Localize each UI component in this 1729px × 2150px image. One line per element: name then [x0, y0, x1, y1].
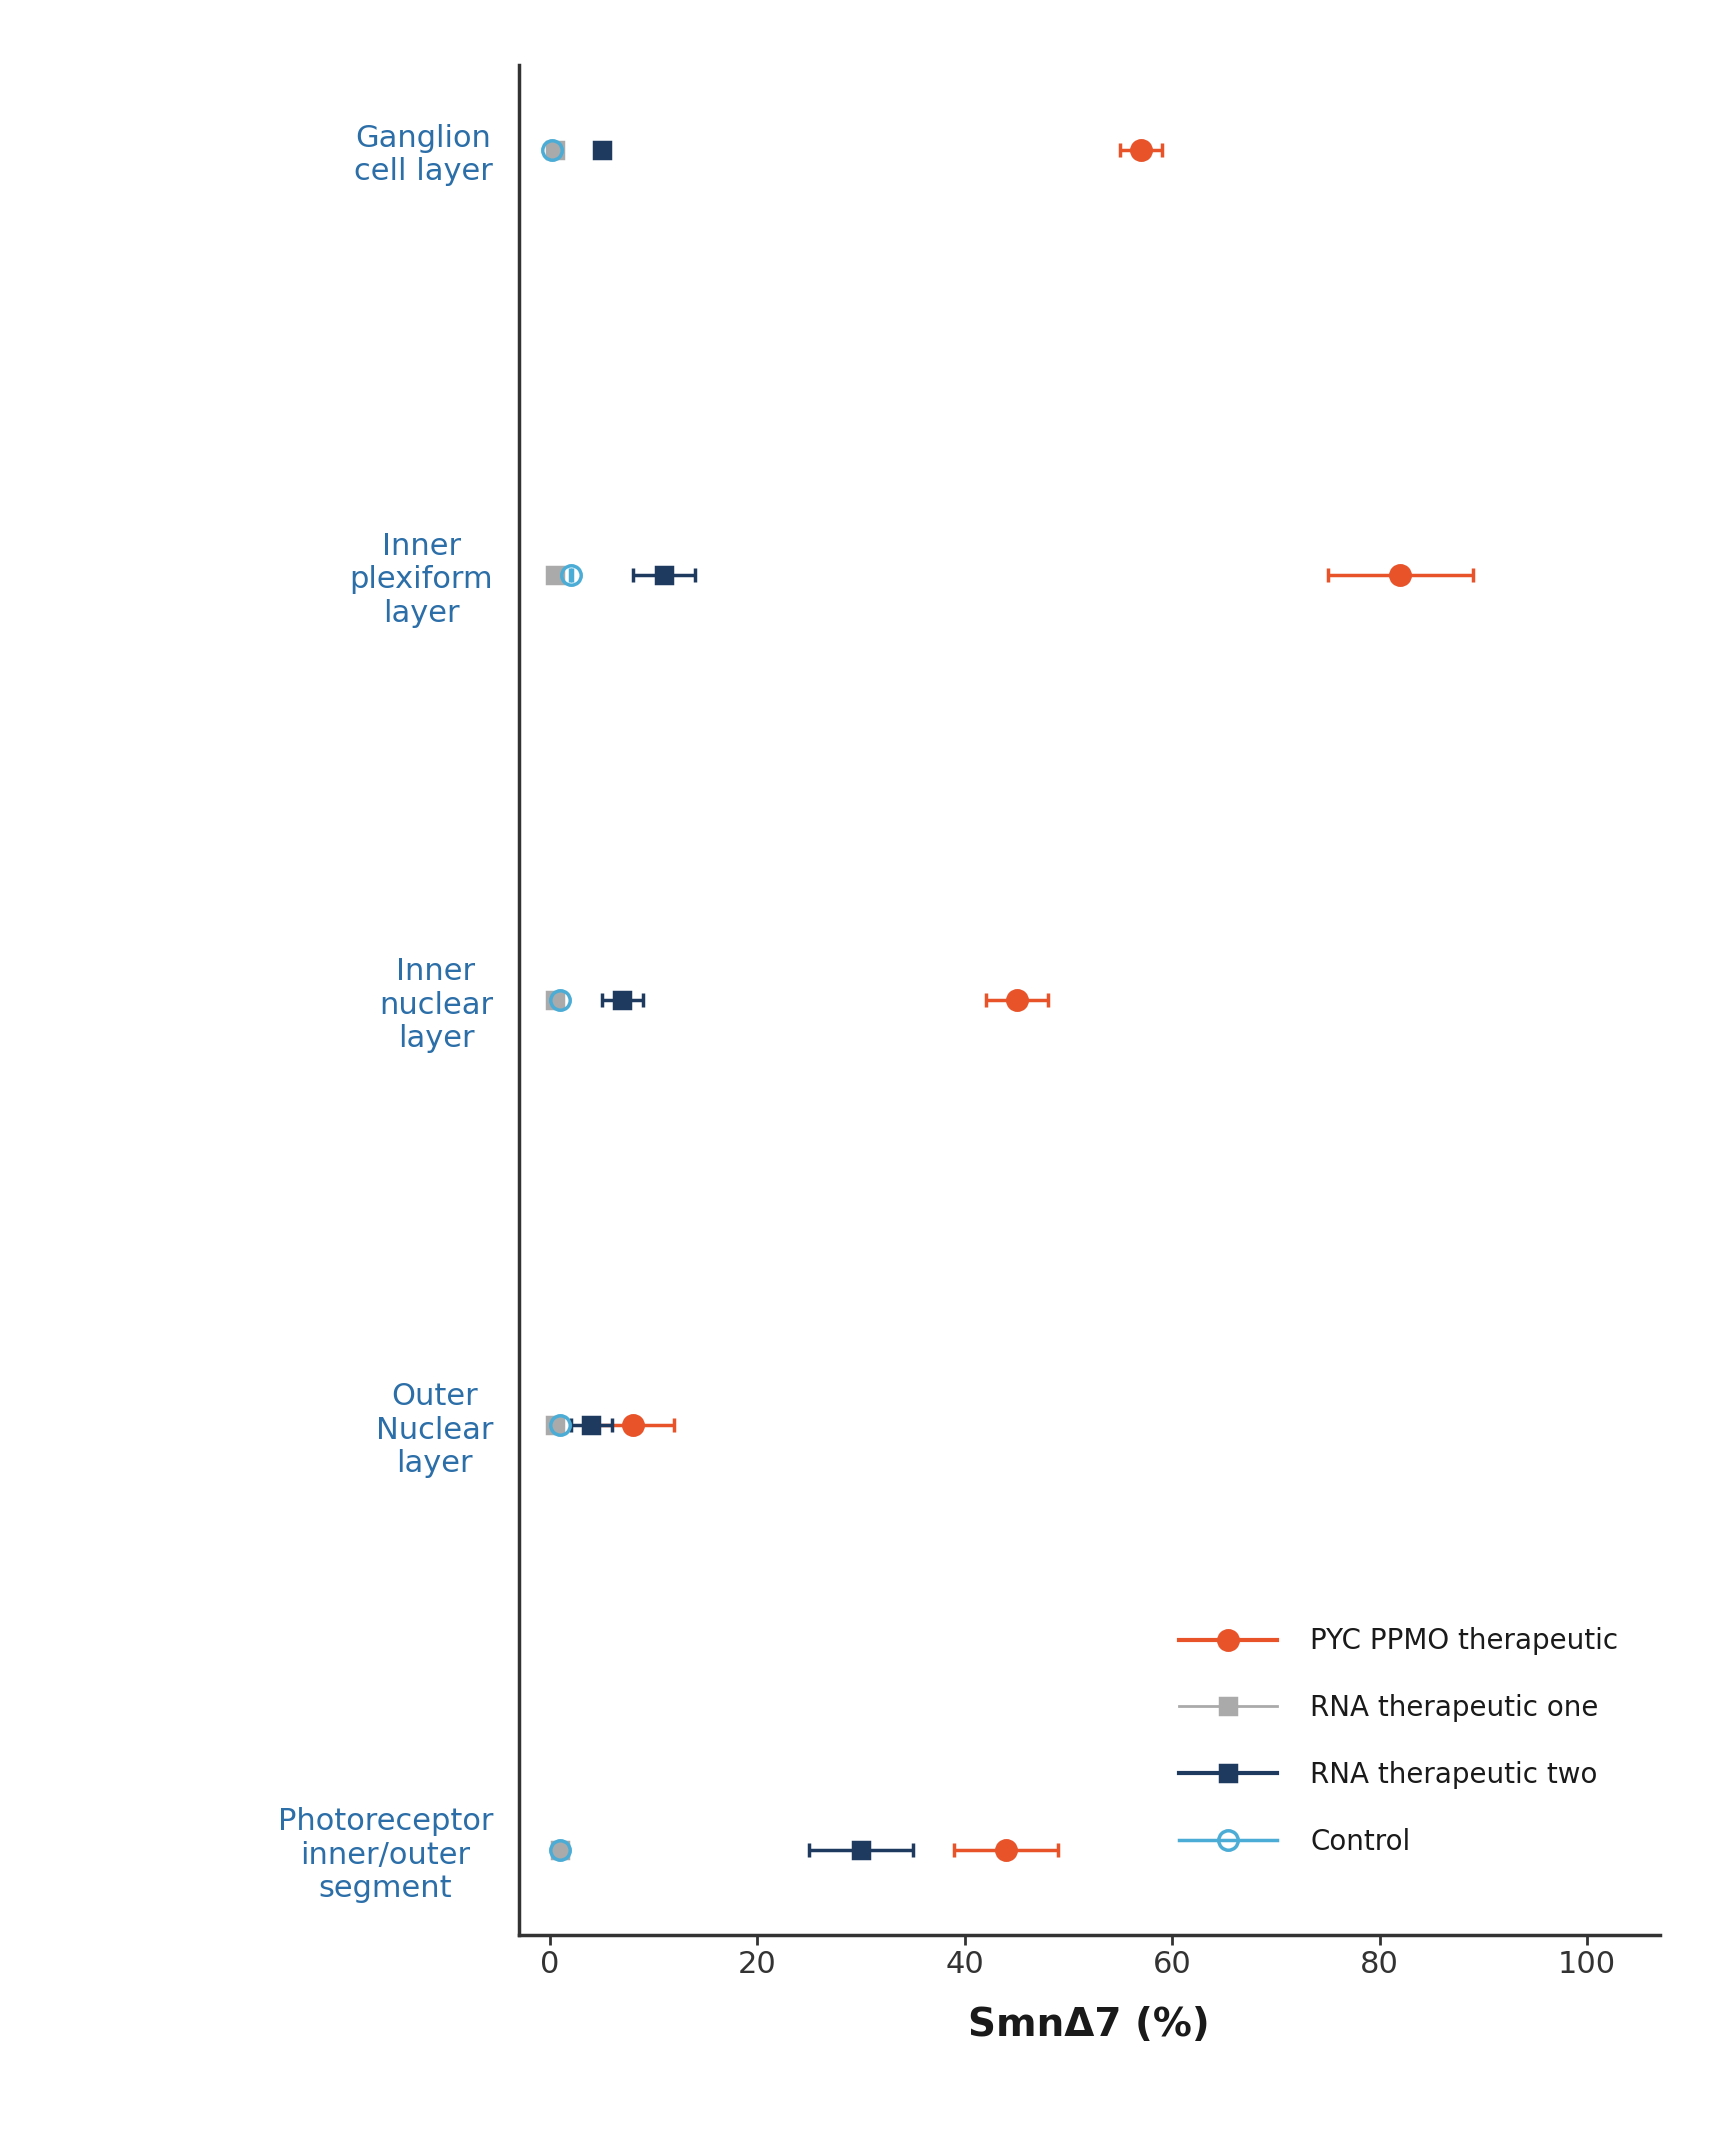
Legend: PYC PPMO therapeutic, RNA therapeutic one, RNA therapeutic two, Control: PYC PPMO therapeutic, RNA therapeutic on… — [1152, 1600, 1646, 1883]
X-axis label: SmnΔ7 (%): SmnΔ7 (%) — [968, 2006, 1210, 2045]
